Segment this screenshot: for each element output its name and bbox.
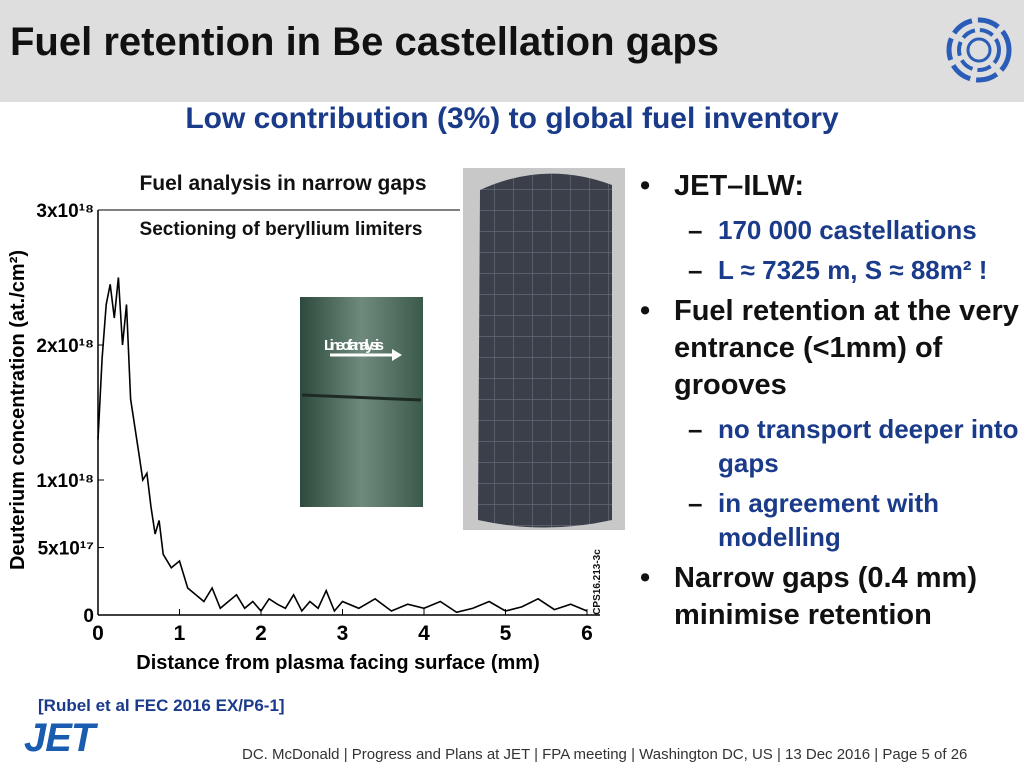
analysis-arrowhead <box>392 349 402 361</box>
annotation: CPS16.213-3c <box>592 549 603 615</box>
section-photo <box>300 297 423 507</box>
annotation: Line of analysis <box>324 337 384 354</box>
x-tick-label: 4 <box>418 622 430 645</box>
bullet: Fuel retention at the very entrance (<1m… <box>640 293 1024 404</box>
x-tick-label: 1 <box>174 622 186 645</box>
bullet: JET–ILW: <box>640 168 1024 205</box>
y-tick-label: 3x10¹⁸ <box>36 201 94 222</box>
x-axis-label: Distance from plasma facing surface (mm) <box>136 652 539 674</box>
slide-subtitle: Low contribution (3%) to global fuel inv… <box>185 102 839 135</box>
logo-icon <box>946 17 1012 83</box>
footer: DC. McDonald | Progress and Plans at JET… <box>242 746 968 763</box>
annotation: Fuel analysis in narrow gaps <box>139 172 426 195</box>
logo: JET <box>24 716 95 760</box>
reference: [Rubel et al FEC 2016 EX/P6-1] <box>38 696 285 715</box>
x-tick-label: 2 <box>255 622 267 645</box>
y-tick-label: 1x10¹⁸ <box>36 471 94 492</box>
x-tick-label: 5 <box>500 622 512 645</box>
x-tick-label: 0 <box>92 622 104 645</box>
chart: 0 5x10¹⁷ 1x10¹⁸ 2x10¹⁸ 3x10¹⁸ 0 1 2 3 4 5 6 Distance… <box>7 168 625 674</box>
sub-bullet: no transport deeper into gaps <box>640 412 1024 480</box>
y-tick-label: 2x10¹⁸ <box>36 336 94 357</box>
sub-bullet: in agreement with modelling <box>640 486 1024 554</box>
x-tick-label: 3 <box>337 622 349 645</box>
caption-box <box>100 212 460 246</box>
title-bar <box>0 0 1024 102</box>
y-axis-label: Deuterium concentration (at./cm²) <box>7 250 29 570</box>
sub-bullet: L ≈ 7325 m, S ≈ 88m² ! <box>640 253 1024 287</box>
slide-title: Fuel retention in Be castellation gaps <box>10 20 720 64</box>
bullet: Narrow gaps (0.4 mm) minimise retention <box>640 560 1024 634</box>
y-tick-label: 0 <box>83 606 94 627</box>
y-tick-label: 5x10¹⁷ <box>38 539 95 560</box>
annotation: Sectioning of beryllium limiters <box>140 219 423 240</box>
limiter-photo <box>478 173 612 528</box>
data-line <box>97 277 588 614</box>
x-tick-label: 6 <box>581 622 593 645</box>
section-line <box>301 393 422 402</box>
sub-bullet: 170 000 castellations <box>640 213 1024 247</box>
bullet-list: JET–ILW: 170 000 castellations L ≈ 7325 m,… <box>640 168 1024 642</box>
